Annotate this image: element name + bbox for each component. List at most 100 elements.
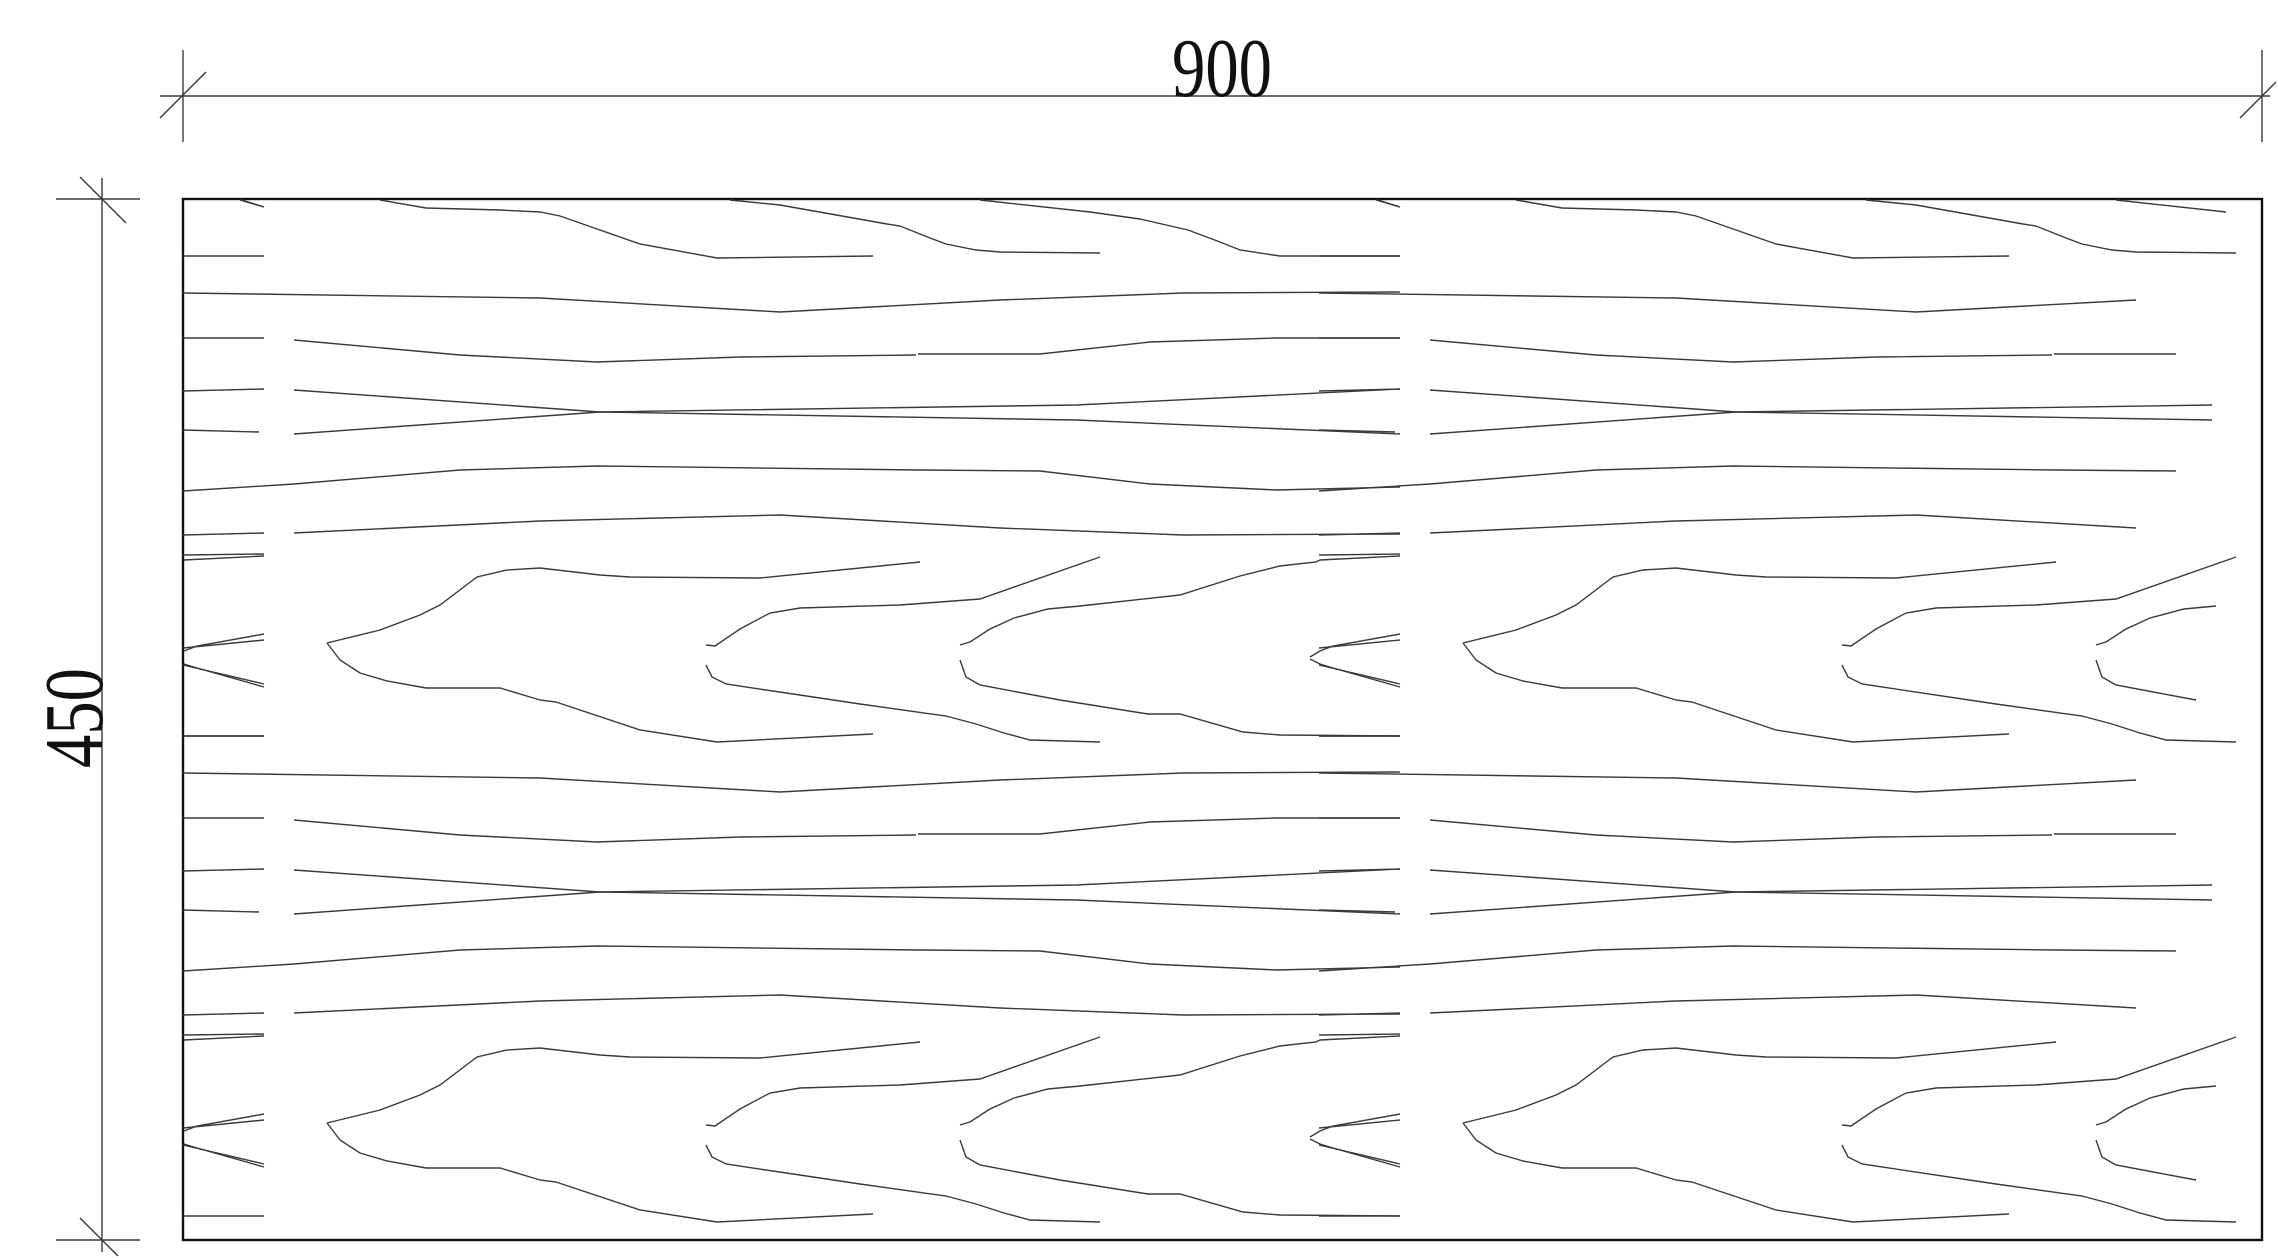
grain-line — [1841, 1036, 2237, 1127]
grain-line — [1429, 819, 2053, 843]
grain-line — [239, 199, 265, 208]
grain-line — [1318, 1012, 1401, 1016]
grain-line — [1462, 561, 2057, 644]
grain-line — [1309, 658, 1401, 688]
grain-line — [1429, 994, 2137, 1014]
grain-line — [1841, 664, 2237, 743]
grain-line — [1318, 1119, 1401, 1129]
grain-line — [182, 639, 265, 649]
width-dimension: 900 — [159, 22, 2277, 142]
grain-line — [959, 1139, 1401, 1217]
grain-line — [183, 555, 265, 561]
grain-line — [1318, 639, 1401, 649]
height-label: 450 — [28, 668, 121, 768]
grain-line — [182, 945, 1401, 972]
grain-line — [1318, 868, 1401, 872]
grain-line — [2115, 199, 2227, 213]
width-label: 900 — [1172, 22, 1272, 115]
grain-line — [182, 1119, 265, 1129]
grain-line — [1462, 1041, 2057, 1124]
grain-line — [182, 868, 265, 872]
grain-line — [182, 429, 260, 433]
grain-line — [182, 465, 1401, 492]
grain-line — [379, 199, 874, 259]
grain-line — [182, 291, 1401, 313]
grain-line — [1318, 465, 2177, 492]
wood-grain-pattern — [182, 199, 2237, 1223]
grain-line — [293, 819, 917, 843]
grain-line — [1841, 556, 2237, 647]
grain-line — [705, 664, 1101, 743]
grain-line — [183, 1113, 265, 1132]
grain-line — [2095, 1085, 2217, 1126]
grain-line — [293, 514, 1401, 536]
grain-line — [1318, 772, 2137, 793]
grain-line — [979, 199, 1400, 257]
grain-line — [182, 1012, 265, 1016]
grain-line — [182, 532, 265, 536]
grain-line — [1309, 1113, 1401, 1138]
grain-line — [182, 1144, 265, 1165]
grain-line — [1309, 1138, 1401, 1168]
height-tick-bottom — [79, 1217, 119, 1257]
grain-line — [2095, 1139, 2197, 1181]
grain-line — [1318, 532, 1401, 536]
grain-line — [183, 1035, 265, 1041]
grain-line — [326, 642, 874, 743]
grain-line — [326, 1122, 874, 1223]
grain-line — [183, 633, 265, 652]
grain-line — [1318, 945, 2177, 972]
grain-line — [1318, 429, 1396, 433]
grain-line — [1318, 553, 1401, 556]
grain-line — [1309, 633, 1401, 658]
grain-line — [326, 561, 921, 644]
grain-line — [1841, 1144, 2237, 1223]
grain-line — [1429, 339, 2053, 363]
grain-line — [705, 556, 1101, 647]
grain-line — [1318, 664, 1401, 685]
grain-line — [1462, 1122, 2010, 1223]
height-dimension: 450 — [28, 176, 140, 1257]
grain-line — [1462, 642, 2010, 743]
grain-line — [918, 817, 1400, 835]
grain-line — [705, 1036, 1101, 1127]
grain-line — [959, 1035, 1401, 1126]
grain-line — [729, 199, 1101, 254]
grain-line — [1429, 514, 2137, 534]
grain-line — [705, 1144, 1101, 1223]
grain-line — [1318, 292, 2137, 313]
grain-line — [2095, 605, 2217, 646]
grain-line — [182, 388, 265, 392]
grain-line — [1865, 199, 2237, 254]
grain-line — [182, 909, 260, 913]
height-tick-top — [79, 176, 127, 224]
grain-line — [959, 555, 1401, 646]
width-tick-left — [159, 71, 207, 119]
grain-line — [959, 659, 1401, 737]
grain-line — [1429, 411, 2213, 435]
grain-line — [182, 553, 265, 556]
grain-line — [1429, 389, 2213, 413]
grain-line — [1375, 199, 1401, 208]
grain-line — [1429, 891, 2213, 915]
grain-line — [918, 337, 1400, 355]
grain-line — [182, 664, 265, 685]
width-tick-right — [2239, 81, 2277, 119]
grain-line — [293, 388, 1401, 413]
grain-line — [1318, 909, 1396, 913]
grain-line — [1429, 869, 2213, 893]
grain-line — [2095, 659, 2197, 701]
grain-line — [293, 868, 1401, 893]
grain-line — [293, 411, 1401, 435]
grain-line — [1318, 388, 1401, 392]
grain-line — [182, 771, 1401, 793]
grain-line — [326, 1041, 921, 1124]
grain-line — [293, 891, 1401, 915]
grain-line — [182, 1033, 265, 1036]
grain-line — [293, 339, 917, 363]
grain-line — [293, 994, 1401, 1016]
grain-line — [1318, 1033, 1401, 1036]
panel-outline — [181, 197, 2264, 1242]
grain-line — [1318, 1144, 1401, 1165]
